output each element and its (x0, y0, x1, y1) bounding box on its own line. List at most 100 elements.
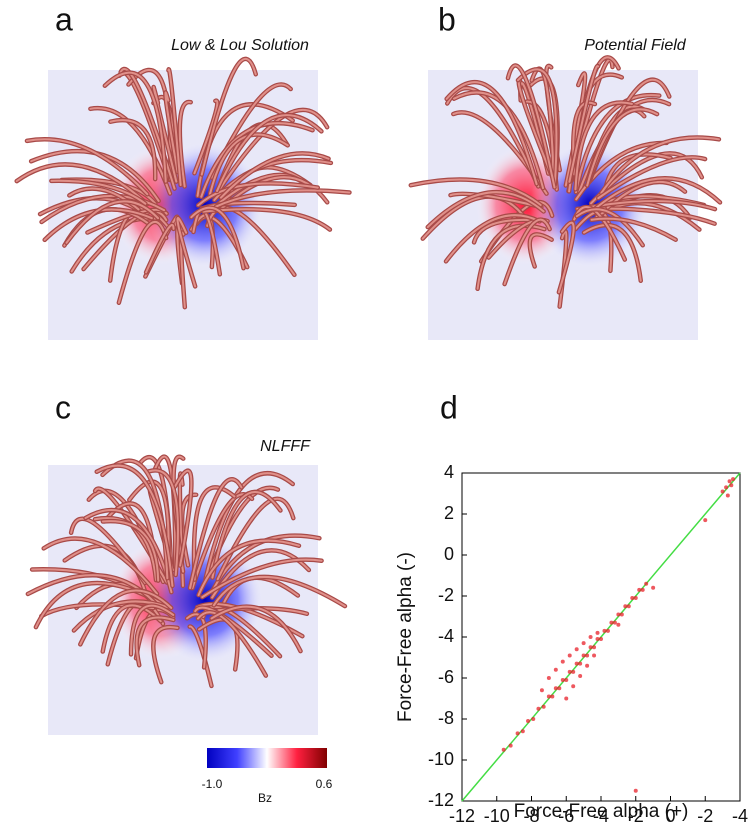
field-line-highlight (516, 68, 558, 186)
field-line-highlight (211, 490, 282, 579)
point (644, 581, 649, 586)
field-line-highlight (89, 107, 171, 195)
point (571, 669, 576, 674)
point (550, 694, 555, 699)
field-line-highlight (186, 613, 207, 669)
field-line-highlight (206, 206, 296, 276)
y-tick-label: -6 (438, 667, 454, 687)
field-line-highlight (153, 455, 177, 569)
field-line-highlight (215, 189, 351, 208)
point (619, 612, 624, 617)
point (557, 686, 562, 691)
point (553, 667, 558, 672)
point (633, 596, 638, 601)
point (546, 676, 551, 680)
field-line-highlight (193, 486, 236, 581)
field-line-highlight (173, 469, 193, 567)
y-tick-label: 2 (444, 503, 454, 523)
field-line-highlight (42, 537, 159, 595)
field-line-highlight (557, 221, 575, 294)
field-line-highlight (130, 604, 175, 656)
point (581, 653, 586, 658)
point (633, 788, 638, 793)
point (539, 688, 544, 693)
y-tick-label: -12 (428, 790, 454, 810)
field-line-highlight (219, 152, 330, 199)
field-line-highlight (152, 86, 178, 183)
field-line-highlight (202, 208, 331, 231)
identity-line (461, 472, 741, 802)
field-line-highlight (178, 101, 192, 188)
point (626, 604, 631, 609)
field-line-highlight (109, 119, 157, 181)
colorbar-tick-label: 0.6 (316, 777, 333, 791)
panel-title: Low & Lou Solution (171, 37, 309, 54)
x-tick-label: -4 (732, 806, 748, 826)
field-line-highlight (40, 194, 166, 223)
point (640, 587, 645, 592)
x-tick-label: -4 (593, 806, 609, 826)
field-line-highlight (426, 191, 545, 229)
field-line-highlight (200, 122, 314, 198)
field-line-highlight (597, 156, 707, 200)
field-line-highlight (25, 138, 149, 196)
field-line-highlight (575, 208, 644, 247)
point (526, 719, 531, 724)
y-tick-label: -4 (438, 626, 454, 646)
field-line-highlight (197, 611, 267, 677)
point (578, 661, 583, 666)
x-tick-label: -2 (628, 806, 644, 826)
field-line-highlight (117, 220, 168, 304)
field-line-highlight (103, 71, 167, 183)
field-line-highlight (530, 67, 555, 172)
field-line-highlight (79, 589, 173, 646)
panel-letter: b (438, 1, 456, 37)
field-line-highlight (201, 558, 323, 599)
point (630, 596, 635, 601)
point (574, 661, 579, 666)
field-line-highlight (593, 177, 722, 210)
field-line-highlight (212, 576, 346, 608)
field-line-highlight (164, 91, 179, 174)
point (592, 645, 597, 650)
field-line-highlight (575, 94, 661, 194)
point (578, 673, 583, 678)
panel-title: Potential Field (584, 37, 686, 54)
point (588, 645, 593, 650)
field-line-highlight (135, 616, 175, 667)
point (508, 743, 513, 748)
field-line-highlight (586, 108, 659, 187)
y-tick-label: -2 (438, 585, 454, 605)
x-tick-label: -12 (449, 806, 475, 826)
point (560, 659, 565, 664)
colorbar-tick-label: -1.0 (202, 777, 223, 791)
x-tick-label: -2 (697, 806, 713, 826)
point (592, 653, 597, 658)
point (585, 663, 590, 668)
point (637, 587, 642, 592)
field-line-highlight (101, 520, 160, 582)
field-line-highlight (189, 478, 243, 590)
point (585, 653, 590, 658)
point (616, 612, 621, 617)
field-line-highlight (590, 217, 677, 241)
point (553, 686, 558, 691)
field-line-highlight (167, 68, 182, 187)
field-line-highlight (101, 604, 162, 653)
point (501, 747, 506, 752)
point (595, 637, 600, 642)
field-line-highlight (145, 223, 175, 274)
field-line-highlight (506, 64, 556, 189)
point (520, 729, 525, 734)
field-line-highlight (528, 233, 553, 268)
field-line-highlight (65, 200, 160, 244)
field-line-highlight (503, 218, 551, 286)
point (599, 637, 603, 642)
point (571, 684, 576, 689)
field-line-highlight (216, 114, 323, 192)
field-line-highlight (200, 57, 257, 176)
field-line-highlight (210, 605, 302, 653)
field-line-highlight (50, 179, 147, 205)
point (623, 604, 628, 609)
